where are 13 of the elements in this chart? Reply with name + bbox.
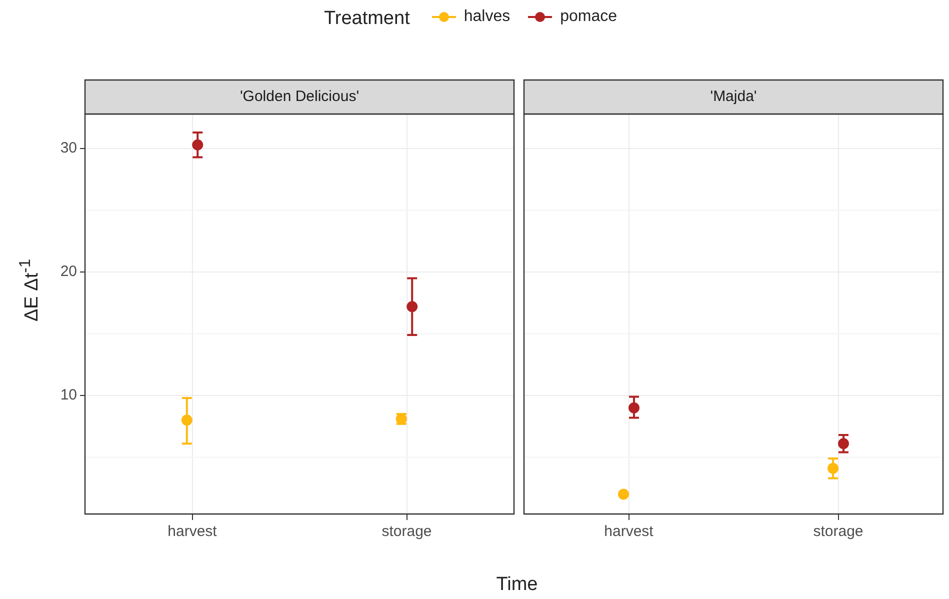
chart-title: 'Golden Delicious'	[240, 88, 360, 106]
chart-title: 'Majda'	[710, 88, 757, 106]
x-axis-title: Time	[495, 574, 539, 596]
x-tick-label: storage	[382, 523, 432, 540]
legend-label: halves	[464, 8, 510, 26]
x-tick-label: storage	[813, 523, 864, 540]
legend-label: pomace	[560, 8, 618, 26]
legend-title: Treatment	[324, 8, 410, 29]
x-tick-label: harvest	[168, 523, 218, 540]
y-tick-label: 10	[60, 386, 77, 404]
y-tick-label: 30	[60, 140, 77, 157]
x-tick-label: harvest	[604, 523, 654, 540]
y-tick-label: 20	[60, 263, 77, 280]
